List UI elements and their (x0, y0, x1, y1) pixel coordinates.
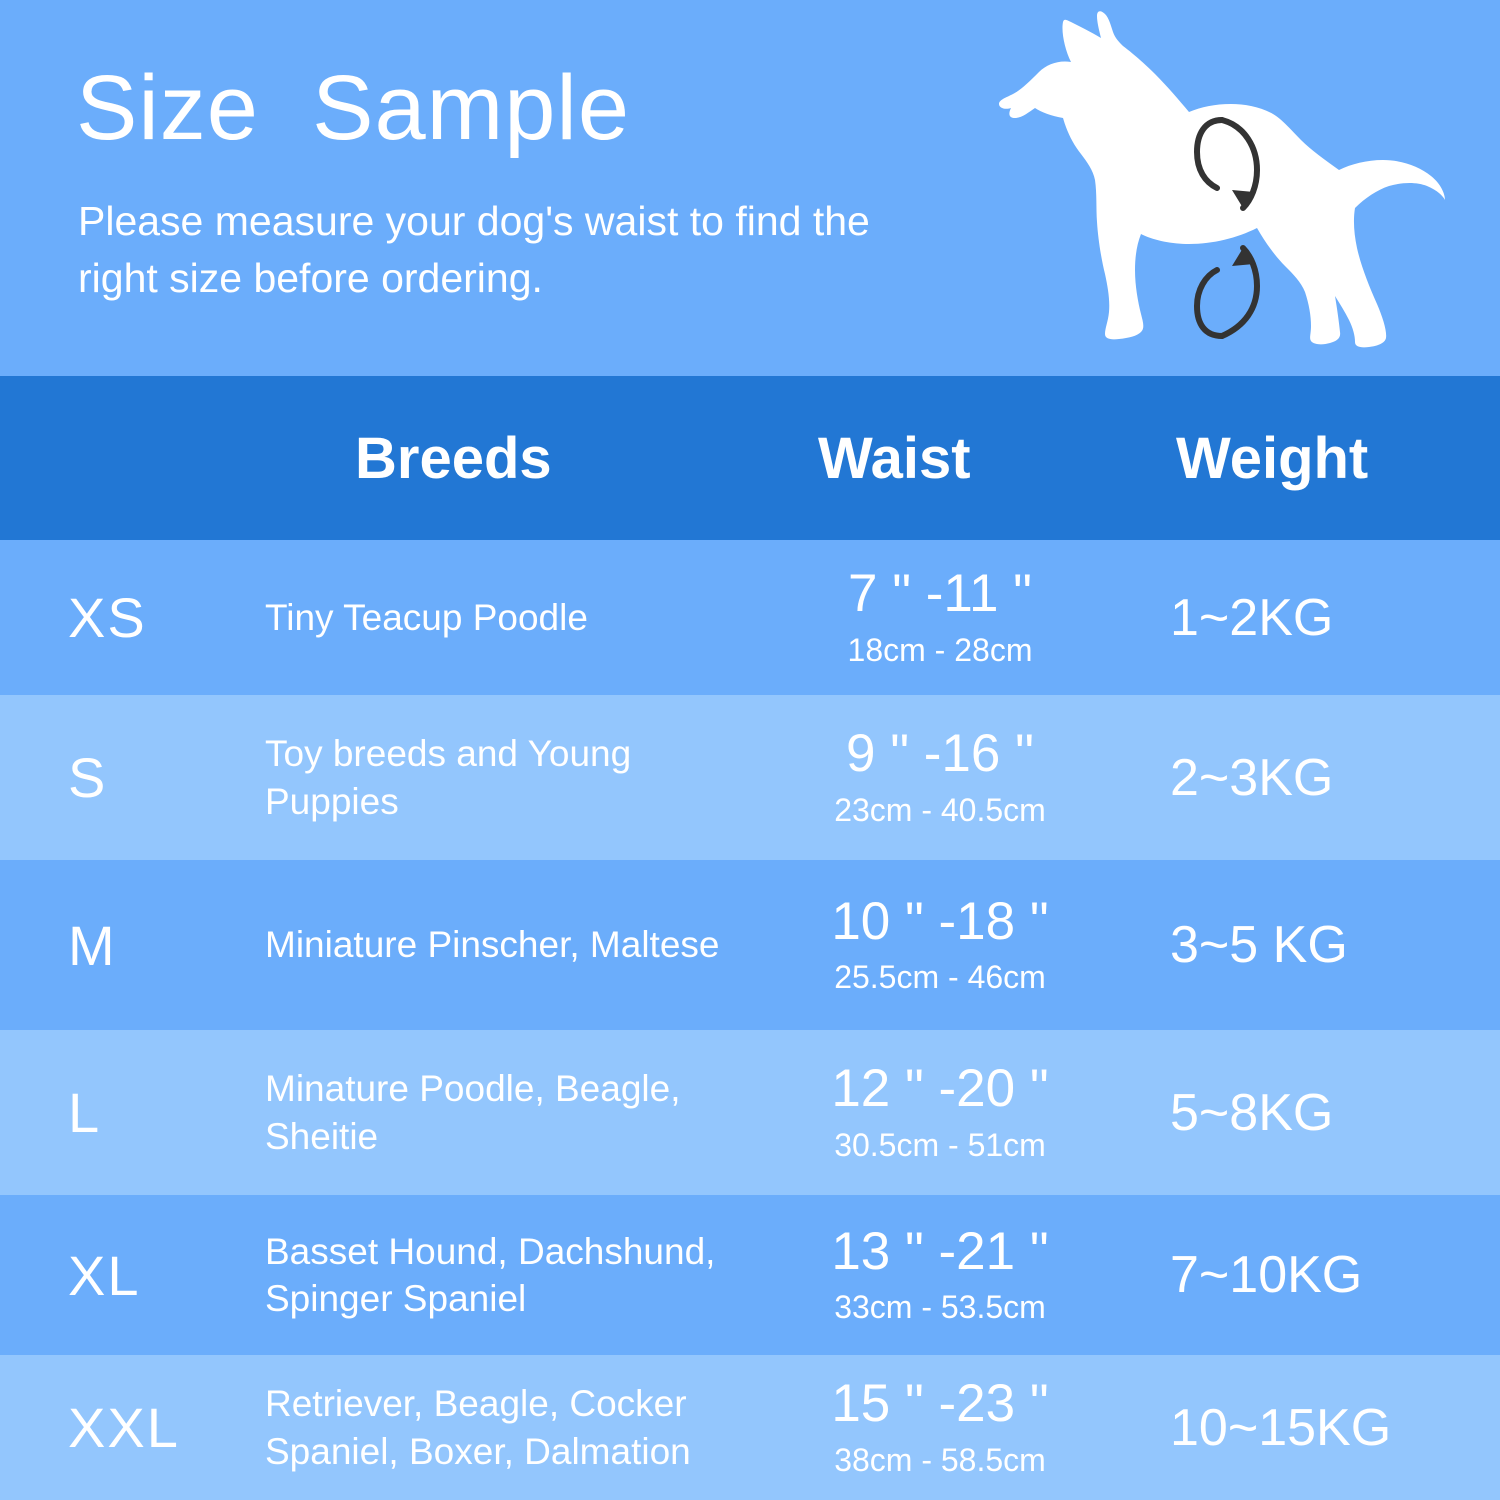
row-weight-cell: 2~3KG (1170, 748, 1334, 807)
row-breeds-cell: Tiny Teacup Poodle (265, 596, 588, 638)
row-waist-cell: 12 " -20 " 30.5cm - 51cm (790, 1030, 1090, 1195)
table-header-row: Breeds Waist Weight (0, 376, 1500, 540)
row-waist-inches: 7 " -11 " (848, 564, 1032, 624)
table-row: L Minature Poodle, Beagle, Sheitie 12 " … (0, 1030, 1500, 1195)
row-waist-cm: 33cm - 53.5cm (834, 1289, 1046, 1326)
row-waist-inches: 13 " -21 " (831, 1221, 1049, 1281)
row-waist-cell: 13 " -21 " 33cm - 53.5cm (790, 1195, 1090, 1355)
row-breeds-cell: Miniature Pinscher, Maltese (265, 924, 720, 966)
row-waist-inches: 15 " -23 " (831, 1374, 1049, 1434)
column-header-weight: Weight (1176, 425, 1369, 491)
row-waist-inches: 10 " -18 " (831, 891, 1049, 951)
table-row: XXL Retriever, Beagle, Cocker Spaniel, B… (0, 1355, 1500, 1500)
row-waist-inches: 9 " -16 " (846, 724, 1034, 784)
page-subtitle: Please measure your dog's waist to find … (78, 198, 870, 301)
hero-banner: Size Sample Please measure your dog's wa… (0, 0, 1500, 376)
row-waist-cell: 9 " -16 " 23cm - 40.5cm (790, 695, 1090, 860)
row-size-label: XXL (68, 1396, 180, 1459)
row-waist-cm: 38cm - 58.5cm (834, 1441, 1046, 1478)
column-header-waist: Waist (818, 425, 971, 491)
row-waist-cm: 30.5cm - 51cm (834, 1126, 1046, 1163)
row-waist-cell: 10 " -18 " 25.5cm - 46cm (790, 860, 1090, 1030)
table-row: M Miniature Pinscher, Maltese 10 " -18 "… (0, 860, 1500, 1030)
table-row: XL Basset Hound, Dachshund, Spinger Span… (0, 1195, 1500, 1355)
page-title: Size Sample (76, 57, 631, 159)
row-size-label: XL (68, 1243, 141, 1307)
row-waist-inches: 12 " -20 " (831, 1059, 1049, 1119)
row-size-label: L (68, 1081, 102, 1144)
row-waist-cm: 23cm - 40.5cm (834, 791, 1046, 828)
row-weight-cell: 3~5 KG (1170, 916, 1348, 974)
row-weight-cell: 10~15KG (1170, 1398, 1392, 1457)
row-waist-cell: 15 " -23 " 38cm - 58.5cm (790, 1355, 1090, 1500)
table-row: XS Tiny Teacup Poodle 7 " -11 " 18cm - 2… (0, 540, 1500, 695)
row-breeds-cell: Retriever, Beagle, Cocker Spaniel, Boxer… (265, 1383, 691, 1472)
row-weight-cell: 7~10KG (1170, 1246, 1363, 1304)
table-row: S Toy breeds and Young Puppies 9 " -16 "… (0, 695, 1500, 860)
row-waist-cm: 18cm - 28cm (847, 631, 1033, 668)
row-size-label: XS (68, 586, 147, 649)
row-breeds-cell: Toy breeds and Young Puppies (265, 733, 632, 822)
column-header-breeds: Breeds (355, 425, 552, 491)
row-breeds-cell: Minature Poodle, Beagle, Sheitie (265, 1068, 681, 1157)
row-breeds-cell: Basset Hound, Dachshund, Spinger Spaniel (265, 1230, 716, 1319)
row-weight-cell: 5~8KG (1170, 1083, 1334, 1142)
dog-silhouette-icon (975, 8, 1445, 356)
row-waist-cm: 25.5cm - 46cm (834, 959, 1046, 996)
row-size-label: M (68, 913, 117, 977)
row-size-label: S (68, 746, 108, 809)
row-weight-cell: 1~2KG (1170, 588, 1334, 647)
size-table-body: XS Tiny Teacup Poodle 7 " -11 " 18cm - 2… (0, 540, 1500, 1500)
row-waist-cell: 7 " -11 " 18cm - 28cm (790, 540, 1090, 695)
